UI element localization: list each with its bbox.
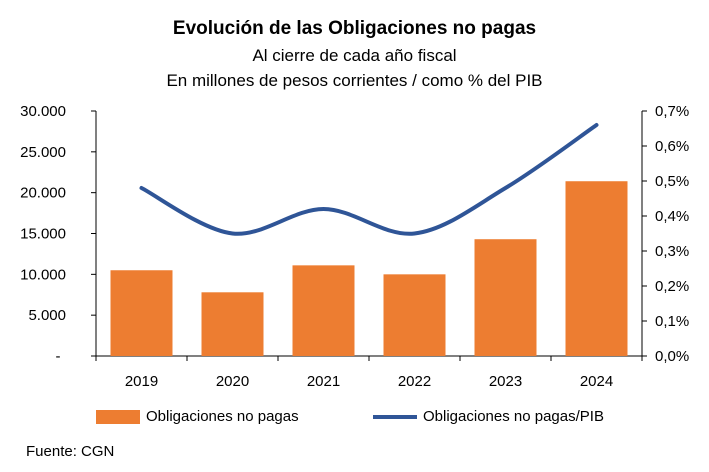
y-right-tick-label: 0,6%: [655, 138, 689, 155]
bar-2022: [383, 274, 446, 356]
legend-swatch-bars: [96, 409, 140, 424]
chart-subtitle-units: En millones de pesos corrientes / como %…: [166, 71, 543, 90]
legend-label-line: Obligaciones no pagas/PIB: [423, 408, 604, 425]
y-left-tick-label: 20.000: [20, 185, 66, 202]
legend-item-line: Obligaciones no pagas/PIB: [373, 408, 604, 425]
y-right-tick-label: 0,5%: [655, 173, 689, 190]
y-left-tick-label: 30.000: [20, 103, 66, 120]
bar-2024: [565, 181, 628, 356]
legend-label-bars: Obligaciones no pagas: [146, 408, 299, 425]
y-left-tick-label: 10.000: [20, 266, 66, 283]
bar-2020: [201, 292, 264, 356]
x-tick-label: 2022: [398, 373, 431, 390]
x-tick-label: 2023: [489, 373, 522, 390]
legend-item-bars: Obligaciones no pagas: [96, 408, 299, 425]
bar-2019: [110, 270, 173, 356]
x-tick-label: 2019: [125, 373, 158, 390]
bar-2023: [474, 239, 537, 356]
y-right-tick-label: 0,4%: [655, 208, 689, 225]
chart-subtitle-period: Al cierre de cada año fiscal: [252, 46, 457, 65]
y-right-tick-label: 0,2%: [655, 278, 689, 295]
y-right-tick-label: 0,3%: [655, 243, 689, 260]
y-left-tick-label: 15.000: [20, 226, 66, 243]
series-line-obligaciones-pib: [139, 123, 599, 236]
chart-title: Evolución de las Obligaciones no pagas: [172, 18, 537, 39]
y-left-tick-label: -: [56, 348, 61, 365]
x-tick-label: 2021: [307, 373, 340, 390]
y-right-tick-label: 0,1%: [655, 313, 689, 330]
y-left-tick-label: 5.000: [28, 307, 66, 324]
x-tick-label: 2020: [216, 373, 249, 390]
x-tick-label: 2024: [580, 373, 613, 390]
y-right-tick-label: 0,0%: [655, 348, 689, 365]
legend-swatch-line: [373, 414, 417, 419]
bar-2021: [292, 265, 355, 356]
y-right-tick-label: 0,7%: [655, 103, 689, 120]
source-note: Fuente: CGN: [26, 443, 115, 460]
y-left-tick-label: 25.000: [20, 144, 66, 161]
